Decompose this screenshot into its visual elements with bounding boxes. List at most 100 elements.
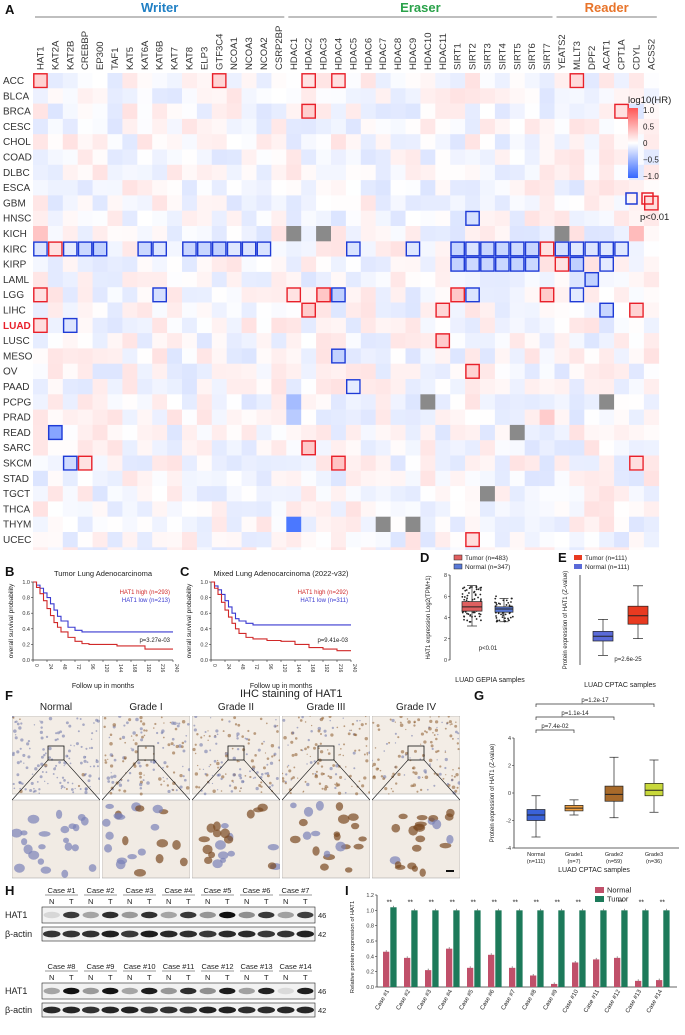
ihc-cell-dot (25, 766, 29, 770)
legend-high-box (641, 192, 654, 205)
ihc-cell-dot (40, 726, 43, 729)
ihc-cell-dot (275, 777, 279, 781)
heatmap-cell (196, 470, 213, 487)
ihc-cell-dot (438, 772, 442, 776)
ihc-grade-label: Normal (39, 702, 73, 713)
ihc-nucleus (116, 857, 128, 865)
significance-box (211, 241, 227, 257)
ihc-nucleus (27, 814, 40, 824)
heatmap-cell (107, 180, 123, 196)
ihc-cell-dot (450, 779, 454, 782)
ihc-cell-dot (95, 718, 99, 722)
ihc-cell-dot (12, 716, 15, 719)
heatmap-cell (331, 271, 347, 288)
heatmap-cell (107, 470, 123, 487)
heatmap-cell (390, 73, 406, 89)
km-x-tick-label: 72 (75, 664, 81, 670)
heatmap-cell (524, 134, 540, 150)
heatmap-cell (316, 363, 332, 380)
ihc-cell-dot (283, 735, 287, 740)
ihc-cell-dot (306, 753, 308, 755)
ihc-nucleus (14, 863, 25, 873)
legend-label-normal: Normal (n=347) (465, 564, 510, 571)
heatmap-cells (33, 73, 660, 550)
normal-point (495, 615, 497, 617)
ihc-cell-dot (182, 765, 184, 768)
heatmap-cell (524, 88, 540, 104)
x-tick-label: Case #12 (604, 988, 622, 1014)
heatmap-cell (390, 241, 406, 257)
heatmap-cell (509, 73, 525, 89)
significance-box (301, 103, 317, 119)
lane-t: T (186, 897, 191, 906)
heatmap-cell (196, 348, 213, 364)
heatmap-cell (226, 103, 242, 120)
band-actin (257, 1006, 276, 1014)
ihc-cell-dot (389, 718, 392, 721)
heatmap-cell (494, 501, 511, 517)
heatmap-cell (584, 455, 600, 472)
heatmap-cell (226, 440, 242, 456)
heatmap-cell (122, 149, 138, 166)
heatmap-cell (167, 271, 183, 288)
heatmap-cell (331, 73, 347, 89)
ihc-cell-dot (196, 733, 199, 736)
significance-box (301, 302, 317, 318)
heatmap-cell (47, 440, 64, 456)
heatmap-cell (47, 287, 64, 303)
heatmap-cell (375, 287, 391, 303)
case-label: Case #10 (123, 962, 155, 971)
tumor-point (480, 598, 482, 600)
heatmap-cell (33, 180, 49, 196)
heatmap-cell (539, 379, 555, 395)
heatmap-cell (345, 470, 362, 487)
heatmap-cell (152, 134, 168, 150)
ihc-cell-dot (31, 773, 34, 776)
ihc-cell-dot (118, 783, 123, 787)
heatmap-cell (92, 73, 108, 89)
ihc-nucleus (407, 862, 417, 870)
heatmap-cell (92, 440, 108, 456)
heatmap-cell (271, 149, 287, 166)
heatmap-cell (629, 241, 645, 257)
heatmap-cell (316, 532, 332, 548)
ihc-cell-dot (26, 742, 30, 746)
heatmap-cell (211, 134, 227, 150)
heatmap-cell (47, 363, 64, 380)
heatmap-cell (629, 287, 645, 303)
ihc-cell-dot (75, 742, 79, 746)
ihc-cell-dot (16, 773, 20, 777)
heatmap-cell (524, 302, 540, 319)
ihc-cell-dot (91, 732, 94, 735)
column-label: NCOA2 (259, 37, 270, 70)
panel-letter-c: C (180, 564, 190, 579)
heatmap-cell (539, 241, 555, 257)
heatmap-cell (271, 210, 287, 227)
bar-normal (656, 980, 663, 987)
lane-t: T (186, 973, 191, 982)
heatmap-cell (182, 302, 198, 319)
ihc-cell-dot (237, 723, 241, 727)
heatmap-cell (196, 134, 213, 150)
row-label: CHOL (3, 137, 31, 148)
ihc-cell-dot (60, 785, 64, 788)
ihc-cell-dot (27, 739, 31, 743)
heatmap-cell (301, 547, 317, 550)
heatmap-cell (77, 149, 93, 166)
heatmap-cell (465, 302, 481, 319)
significance-box (509, 241, 525, 257)
heatmap-cell (77, 195, 93, 211)
heatmap-cell (47, 195, 64, 211)
heatmap-cell (435, 333, 451, 349)
heatmap-cell (77, 348, 93, 364)
ihc-cell-dot (437, 733, 439, 736)
bar-tumor (642, 910, 649, 987)
ihc-cell-dot (217, 766, 220, 769)
heatmap-cell (211, 424, 227, 441)
heatmap-cell (435, 394, 451, 410)
ihc-nucleus (38, 844, 46, 850)
row-label: BLCA (3, 91, 29, 102)
heatmap-cell (271, 88, 287, 104)
km-legend-high: HAT1 high (n=293) (120, 590, 170, 596)
